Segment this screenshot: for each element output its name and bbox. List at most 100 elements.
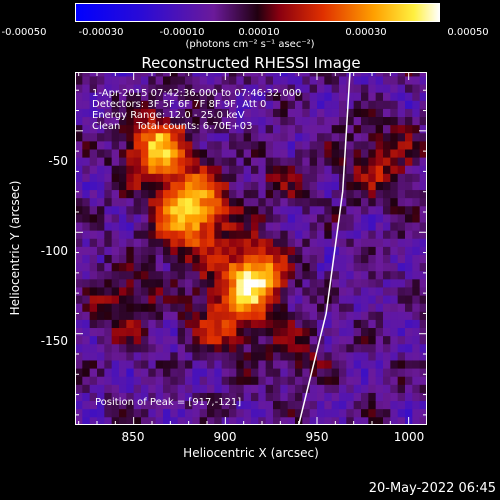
heatmap-cell <box>207 335 215 345</box>
heatmap-cell <box>82 295 91 304</box>
heatmap-cell <box>397 400 406 410</box>
heatmap-cell <box>353 262 362 272</box>
heatmap-cell <box>302 124 311 134</box>
heatmap-cell <box>368 197 377 207</box>
heatmap-cell <box>192 140 201 150</box>
heatmap-cell <box>192 108 201 118</box>
heatmap-cell <box>89 287 98 296</box>
heatmap-cell <box>82 140 91 150</box>
heatmap-cell <box>148 230 157 239</box>
heatmap-cell <box>207 140 215 150</box>
heatmap-cell <box>177 149 186 158</box>
heatmap-cell <box>192 197 201 207</box>
heatmap-cell <box>141 270 149 280</box>
heatmap-cell <box>177 278 186 288</box>
heatmap-cell <box>221 140 230 150</box>
heatmap-cell <box>229 157 237 166</box>
heatmap-cell <box>97 173 105 182</box>
heatmap-cell <box>339 246 347 255</box>
heatmap-cell <box>346 400 355 410</box>
heatmap-cell <box>258 173 267 182</box>
heatmap-cell <box>383 214 391 223</box>
axis-ticks <box>75 72 427 425</box>
heatmap-cell <box>97 116 105 126</box>
heatmap-cell <box>346 116 355 126</box>
heatmap-cell <box>375 392 384 402</box>
heatmap-cell <box>405 238 413 247</box>
heatmap-cell <box>353 311 362 320</box>
heatmap-cell <box>302 311 311 320</box>
heatmap-cell <box>309 384 318 393</box>
heatmap-cell <box>346 335 355 345</box>
heatmap-cell <box>221 149 230 158</box>
heatmap-cell <box>397 376 406 385</box>
heatmap-cell <box>111 181 120 191</box>
heatmap-cell <box>309 343 318 353</box>
heatmap-cell <box>221 287 230 296</box>
heatmap-cell <box>405 368 413 377</box>
heatmap-cell <box>324 214 333 223</box>
heatmap-cell <box>75 222 83 231</box>
heatmap-cell <box>170 132 179 142</box>
heatmap-cell <box>141 319 149 329</box>
heatmap-cell <box>405 319 413 329</box>
heatmap-cell <box>170 222 179 231</box>
heatmap-cell <box>214 197 223 207</box>
heatmap-cell <box>141 295 149 304</box>
heatmap-cell <box>199 335 208 345</box>
heatmap-cell <box>361 311 369 320</box>
heatmap-cell <box>302 360 311 369</box>
heatmap-cell <box>309 295 318 304</box>
heatmap-cell <box>75 400 83 410</box>
heatmap-cell <box>199 303 208 312</box>
heatmap-cell <box>243 384 252 393</box>
heatmap-cell <box>126 311 135 320</box>
heatmap-cell <box>265 270 274 280</box>
heatmap-cell <box>185 392 193 402</box>
heatmap-cell <box>243 311 252 320</box>
heatmap-cell <box>236 400 245 410</box>
heatmap-cell <box>258 108 267 118</box>
heatmap-cell <box>317 287 325 296</box>
heatmap-cell <box>265 400 274 410</box>
heatmap-cell <box>177 246 186 255</box>
heatmap-cell <box>295 295 303 304</box>
heatmap-cell <box>199 311 208 320</box>
heatmap-cell <box>111 76 120 85</box>
heatmap-cell <box>397 100 406 109</box>
heatmap-cell <box>155 278 164 288</box>
heatmap-cell <box>163 173 171 182</box>
heatmap-cell <box>368 408 377 418</box>
heatmap-cell <box>236 384 245 393</box>
heatmap-cell <box>405 124 413 134</box>
heatmap-cell <box>368 360 377 369</box>
heatmap-cell <box>419 246 427 255</box>
heatmap-cell <box>302 230 311 239</box>
heatmap-cell <box>251 214 259 223</box>
heatmap-cell <box>251 124 259 134</box>
heatmap-cell <box>346 246 355 255</box>
heatmap-cell <box>295 270 303 280</box>
heatmap-cell <box>346 197 355 207</box>
heatmap-cell <box>251 376 259 385</box>
heatmap-cell <box>177 416 186 425</box>
heatmap-cell <box>383 132 391 142</box>
heatmap-cell <box>265 360 274 369</box>
heatmap-cell <box>148 368 157 377</box>
heatmap-cell <box>265 72 274 77</box>
heatmap-cell <box>251 238 259 247</box>
heatmap-cell <box>163 327 171 337</box>
heatmap-cell <box>251 319 259 329</box>
heatmap-cell <box>133 214 142 223</box>
heatmap-cell <box>207 303 215 312</box>
heatmap-cell <box>346 140 355 150</box>
heatmap-cell <box>317 319 325 329</box>
heatmap-cell <box>155 368 164 377</box>
heatmap-cell <box>339 376 347 385</box>
heatmap-cell <box>243 149 252 158</box>
heatmap-cell <box>75 189 83 199</box>
heatmap-cell <box>170 230 179 239</box>
heatmap-cell <box>148 335 157 345</box>
heatmap-cell <box>126 214 135 223</box>
heatmap-cell <box>295 205 303 215</box>
